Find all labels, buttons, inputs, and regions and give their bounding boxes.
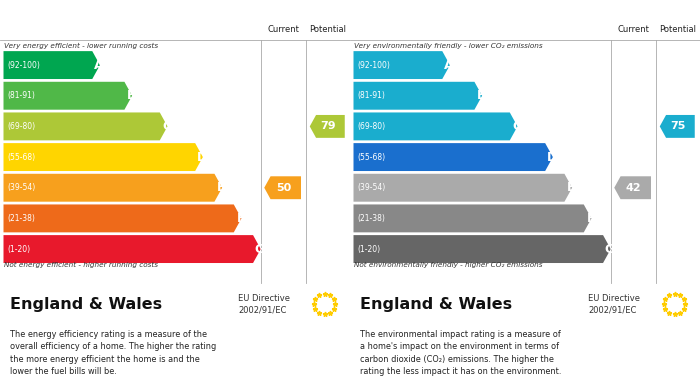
Polygon shape [4,204,241,232]
Text: B: B [127,89,136,102]
Text: (21-38): (21-38) [358,214,386,223]
Text: (39-54): (39-54) [8,183,36,192]
Text: EU Directive
2002/91/EC: EU Directive 2002/91/EC [238,294,290,314]
Text: Energy Efficiency Rating: Energy Efficiency Rating [8,2,172,16]
Polygon shape [4,174,222,202]
Polygon shape [354,143,553,171]
Text: Current: Current [267,25,300,34]
Text: England & Wales: England & Wales [360,296,512,312]
Polygon shape [354,174,572,202]
Text: (55-68): (55-68) [358,152,386,161]
Text: (92-100): (92-100) [358,61,391,70]
Polygon shape [354,204,592,232]
Polygon shape [4,82,132,110]
Polygon shape [354,82,482,110]
Text: 42: 42 [626,183,641,193]
Text: D: D [197,151,207,163]
Text: Very energy efficient - lower running costs: Very energy efficient - lower running co… [4,43,158,49]
Polygon shape [615,176,651,199]
Text: Very environmentally friendly - lower CO₂ emissions: Very environmentally friendly - lower CO… [354,43,542,49]
Text: EU Directive
2002/91/EC: EU Directive 2002/91/EC [588,294,640,314]
Text: The environmental impact rating is a measure of
a home's impact on the environme: The environmental impact rating is a mea… [360,330,562,376]
Polygon shape [354,235,610,263]
Text: G: G [605,242,615,256]
Polygon shape [4,143,203,171]
Text: 50: 50 [276,183,291,193]
Text: 79: 79 [321,122,336,131]
Text: C: C [162,120,172,133]
Text: G: G [255,242,265,256]
Text: B: B [477,89,486,102]
Text: (69-80): (69-80) [8,122,36,131]
Polygon shape [659,115,694,138]
Text: C: C [512,120,522,133]
Text: England & Wales: England & Wales [10,296,162,312]
Polygon shape [354,113,517,140]
Text: The energy efficiency rating is a measure of the
overall efficiency of a home. T: The energy efficiency rating is a measur… [10,330,217,376]
Text: Environmental Impact (CO₂) Rating: Environmental Impact (CO₂) Rating [358,2,591,16]
Text: (81-91): (81-91) [8,91,36,100]
Text: (21-38): (21-38) [8,214,36,223]
Text: (81-91): (81-91) [358,91,386,100]
Text: Potential: Potential [659,25,696,34]
Polygon shape [309,115,344,138]
Text: F: F [587,212,595,225]
Text: Not energy efficient - higher running costs: Not energy efficient - higher running co… [4,262,158,267]
Text: (1-20): (1-20) [8,244,31,253]
Text: Current: Current [617,25,650,34]
Text: E: E [217,181,225,194]
Text: Potential: Potential [309,25,346,34]
Text: Not environmentally friendly - higher CO₂ emissions: Not environmentally friendly - higher CO… [354,262,542,267]
Polygon shape [265,176,301,199]
Polygon shape [354,51,450,79]
Polygon shape [4,51,100,79]
Text: D: D [547,151,557,163]
Text: (55-68): (55-68) [8,152,36,161]
Text: (92-100): (92-100) [8,61,41,70]
Text: E: E [567,181,575,194]
Text: A: A [444,59,454,72]
Text: (39-54): (39-54) [358,183,386,192]
Polygon shape [4,235,260,263]
Polygon shape [4,113,167,140]
Text: A: A [94,59,104,72]
Text: 75: 75 [671,122,686,131]
Text: (1-20): (1-20) [358,244,381,253]
Text: (69-80): (69-80) [358,122,386,131]
Text: F: F [237,212,245,225]
